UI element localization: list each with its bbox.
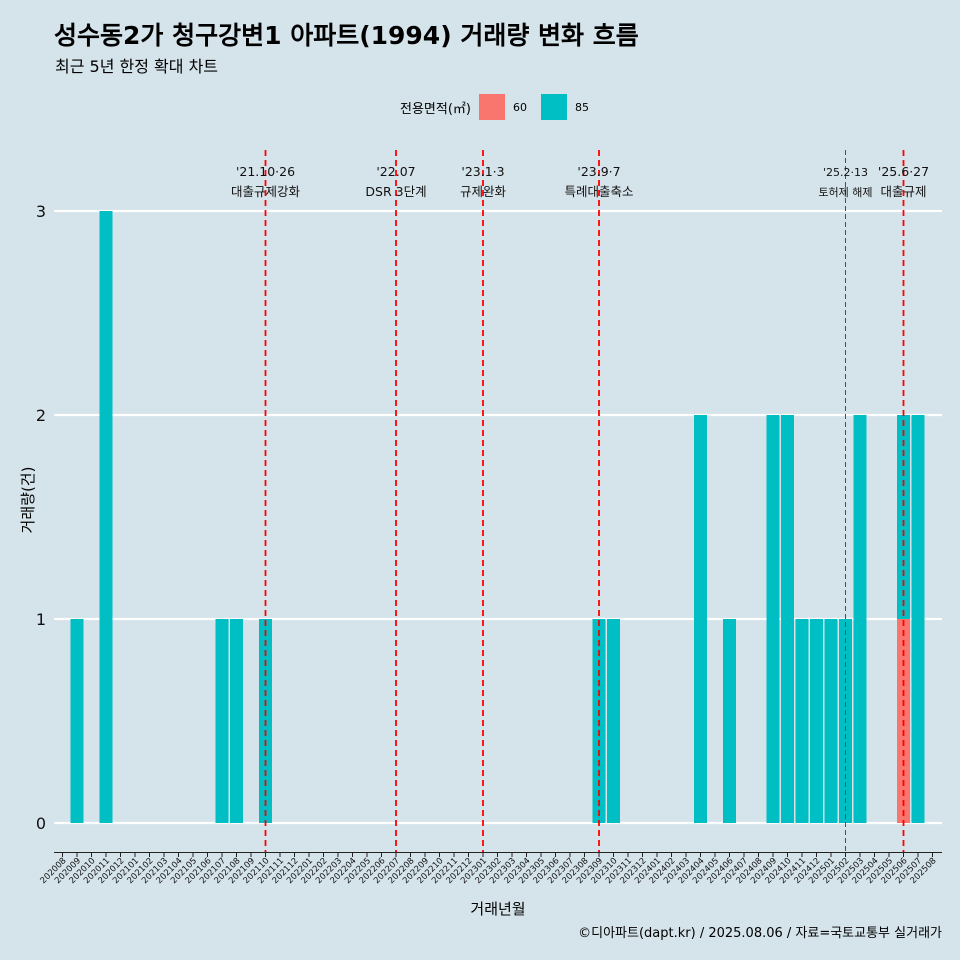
- event-text-label: DSR 3단계: [365, 184, 426, 199]
- legend-title: 전용면적(㎡): [400, 101, 471, 117]
- legend-key-60: [478, 94, 505, 120]
- bar-202404-85: [694, 415, 707, 823]
- event-text-label: 규제완화: [460, 184, 507, 199]
- event-date-label: '25.6·27: [878, 164, 929, 179]
- event-date-label: '23.1·3: [461, 164, 504, 179]
- event-text-label: 대출규제: [880, 184, 926, 199]
- bar-202412-85: [810, 619, 823, 823]
- chart-title: 성수동2가 청구강변1 아파트(1994) 거래량 변화 흐름: [54, 21, 639, 50]
- legend-key-85: [540, 94, 567, 120]
- bar-202406-85: [723, 619, 736, 823]
- annotations: '21.10·26 대출규제강화 '22.07 DSR 3단계 '23.1·3 규제완화 '…: [231, 150, 929, 852]
- y-axis-label: 거래량(건): [19, 467, 37, 534]
- bars: [70, 211, 925, 823]
- source-caption: ©디아파트(dapt.kr) / 2025.08.06 / 자료=국토교통부 실…: [578, 926, 942, 941]
- event-text-label: 토허제 해제: [818, 185, 872, 199]
- chart-subtitle: 최근 5년 한정 확대 차트: [55, 57, 219, 76]
- x-axis-label: 거래년월: [470, 900, 525, 918]
- bar-202507-85: [911, 415, 925, 823]
- legend-label-85: 85: [574, 100, 589, 114]
- legend-label-60: 60: [512, 100, 527, 114]
- bar-202108-85: [230, 619, 243, 823]
- bar-202410-85: [781, 415, 794, 823]
- legend: 전용면적(㎡) 60 85: [400, 94, 595, 120]
- bar-202310-85: [607, 619, 620, 823]
- event-text-label: 특례대출축소: [564, 184, 633, 199]
- y-tick-label: 0: [36, 814, 46, 833]
- bar-202107-85: [215, 619, 229, 823]
- bar-202009-85: [70, 619, 84, 823]
- bar-202411-85: [795, 619, 809, 823]
- y-tick-label: 3: [36, 202, 46, 221]
- grid-lines: [54, 209, 942, 825]
- event-date-label: '21.10·26: [236, 164, 295, 179]
- bar-202011-85: [99, 211, 113, 823]
- event-date-label: '23.9·7: [577, 164, 620, 179]
- bar-202409-85: [766, 415, 780, 823]
- bar-202503-85: [853, 415, 867, 823]
- y-tick-label: 1: [36, 610, 46, 629]
- event-text-label: 대출규제강화: [231, 184, 301, 199]
- bar-202506-85: [897, 415, 910, 619]
- event-date-label: '25.2·13: [823, 166, 868, 179]
- event-date-label: '22.07: [376, 164, 415, 179]
- y-tick-label: 2: [36, 406, 46, 425]
- bar-202501-85: [824, 619, 838, 823]
